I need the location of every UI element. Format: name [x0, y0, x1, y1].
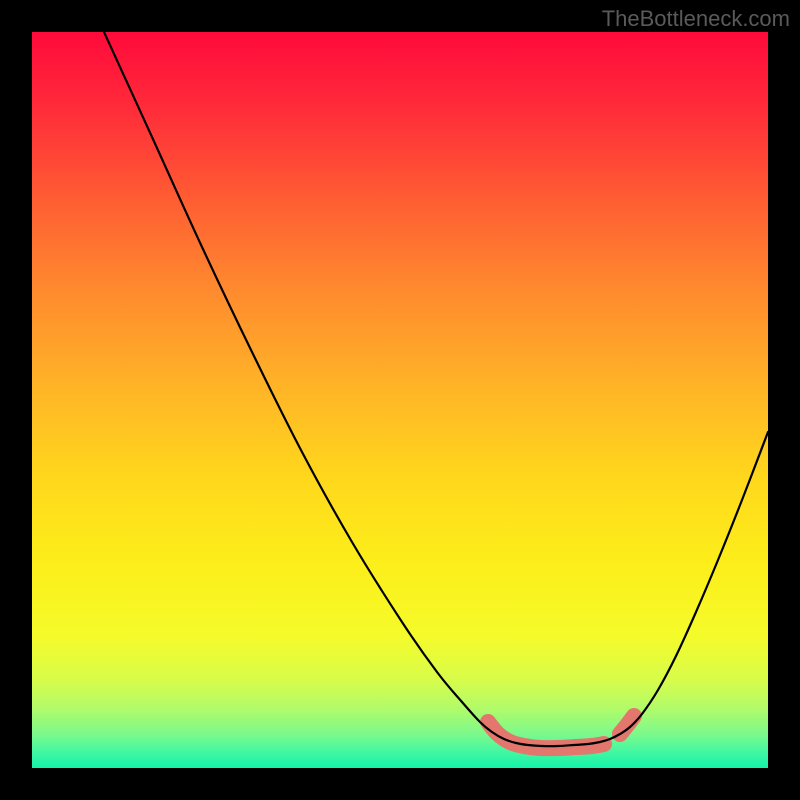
chart-container: TheBottleneck.com [0, 0, 800, 800]
plot-area [32, 32, 768, 768]
bottleneck-curve [104, 32, 768, 746]
curve-layer [32, 32, 768, 768]
watermark-text: TheBottleneck.com [602, 6, 790, 32]
